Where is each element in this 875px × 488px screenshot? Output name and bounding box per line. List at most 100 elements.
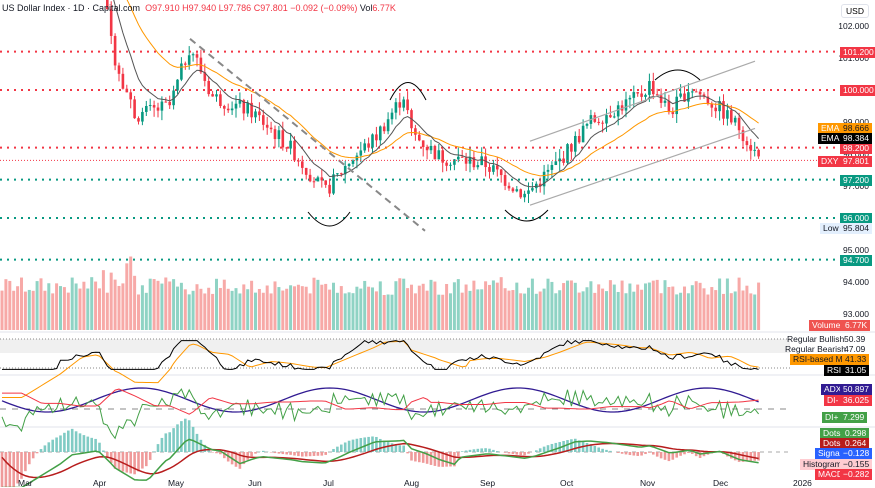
candle [523,194,526,197]
volume-bar [86,289,89,330]
dxy-label: DXY [818,156,841,167]
level-label: 101.200 [840,47,875,58]
candle [660,95,663,103]
candle [133,99,136,118]
candle [324,180,327,184]
volume-bar [242,284,245,330]
low-value: 95.804 [840,223,872,234]
volume-bar [589,281,592,330]
volume-bar [593,293,596,330]
candle [492,165,495,172]
volume-bar [67,293,70,330]
volume-bar [753,294,756,330]
volume-bar [231,291,234,330]
volume-bar [738,278,741,330]
candle [734,118,737,123]
volume-bar [742,291,745,330]
volume-bar [582,291,585,330]
candle [445,163,448,166]
candle [141,112,144,122]
macd-histogram-bar [254,452,257,454]
candle [321,177,324,180]
volume-bar [664,280,667,330]
macd-histogram-bar [508,452,511,454]
macd-histogram-bar [664,452,667,460]
volume-bar [726,279,729,330]
volume-bar [254,293,257,330]
macd-histogram-bar [687,452,690,453]
macd-histogram-bar [430,452,433,465]
candle [726,110,729,119]
volume-bar [355,287,358,330]
di-plus-line [2,389,759,438]
volume-bar [691,285,694,330]
volume-bar [652,281,655,330]
candle [235,104,238,109]
macd-histogram-bar [492,450,495,452]
volume-bar [328,290,331,330]
macd-histogram-bar [285,452,288,454]
candle [266,125,269,128]
candle [360,150,363,155]
candle [293,141,296,161]
macd-histogram-bar [617,452,620,453]
volume-bar [1,291,4,330]
volume-bar [687,293,690,330]
rsi-bull-label: Regular Bullish [787,334,844,344]
volume-bar [363,281,366,330]
volume-bar [636,285,639,330]
volume-bar [535,294,538,330]
macd-histogram-bar [332,449,335,452]
candle [258,111,261,115]
volume-bar [570,280,573,330]
candle [668,101,671,112]
volume-bar [418,286,421,330]
macd-histogram-bar [141,452,144,469]
volume-bar [531,279,534,330]
candle [578,136,581,142]
candle [383,126,386,131]
currency-button[interactable]: USD [841,4,869,18]
macd-histogram-bar [597,448,600,452]
volume-bar [141,285,144,330]
candle [555,161,558,165]
macd-histogram-bar [63,433,66,452]
macd-histogram-bar [555,443,558,452]
volume-bar [523,294,526,330]
volume-bar [235,288,238,330]
candle [399,102,402,107]
volume-bar [706,295,709,330]
candle [367,143,370,147]
volume-bar [375,291,378,330]
candle [597,122,600,123]
volume-bar [344,293,347,330]
macd-histogram-bar [434,452,437,466]
candle [375,134,378,140]
macd-histogram-bar [414,452,417,461]
volume-bar [106,293,109,330]
volume-bar [422,284,425,330]
candle [757,150,760,157]
volume-bar [609,280,612,330]
volume-bar [102,270,105,330]
volume-bar [597,284,600,330]
macd-histogram-bar [98,443,101,452]
volume-bar [250,281,253,330]
volume-bar [118,286,121,330]
volume-bar [406,288,409,330]
candle [508,186,511,189]
volume-bar [617,292,620,330]
macd-histogram-bar [44,445,47,452]
volume-bar [660,293,663,330]
volume-bar [586,287,589,330]
volume-bar [394,281,397,330]
volume-bar [465,285,468,330]
volume-bar [285,289,288,330]
volume-bar [601,289,604,330]
macd-histogram-bar [360,438,363,452]
ema-slow-line [2,0,759,176]
volume-bar [55,283,58,330]
candle [617,105,620,116]
macd-histogram-bar [55,437,58,452]
